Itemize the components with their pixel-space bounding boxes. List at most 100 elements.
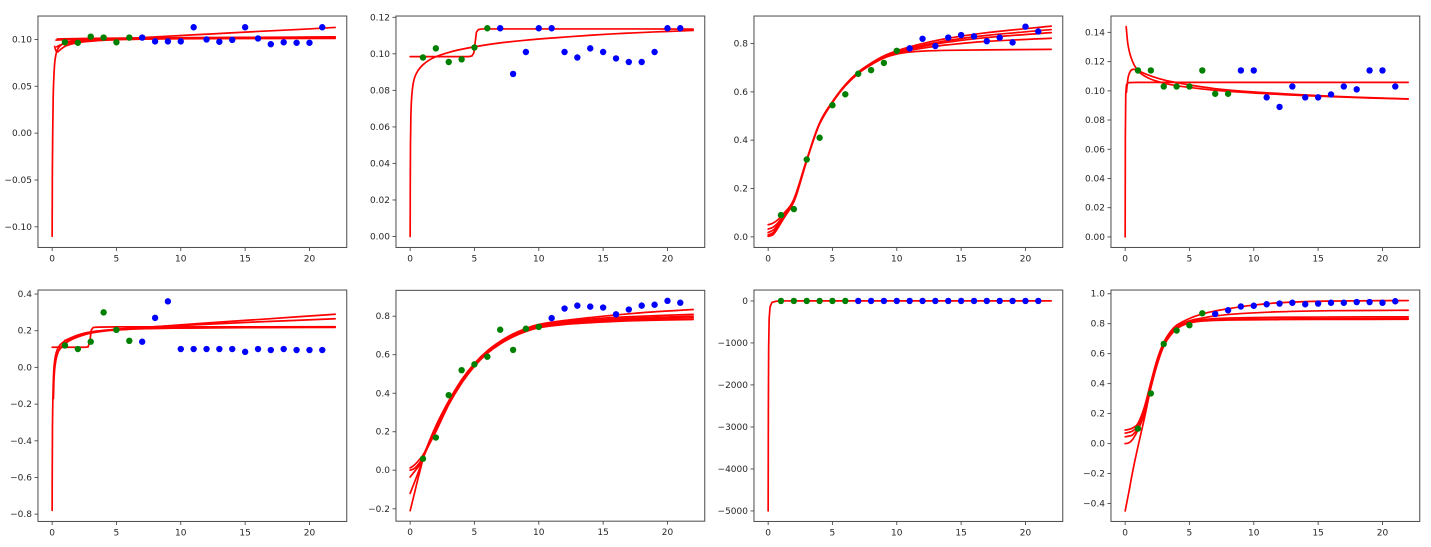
blue-point xyxy=(1237,67,1245,74)
blue-point xyxy=(280,39,287,46)
green-point xyxy=(483,352,491,360)
green-point xyxy=(87,338,94,345)
blue-point xyxy=(509,70,517,78)
y-tick-label: 0.6 xyxy=(375,350,390,360)
red-fit-curve xyxy=(766,48,1052,238)
x-tick-label: 5 xyxy=(1187,254,1193,264)
y-tick-label: −3000 xyxy=(717,422,748,432)
blue-point xyxy=(561,304,568,312)
subplot-5: 0 5 10 15 20 −0.8 −0.6 −0.4 −0.2 0.0 0.2 0.4 xyxy=(10,289,348,538)
y-tick-label: 1.0 xyxy=(1091,289,1106,299)
blue-point xyxy=(1263,94,1271,101)
x-tick-label: 5 xyxy=(114,528,120,538)
green-point xyxy=(1199,67,1206,74)
blue-point xyxy=(241,24,249,31)
y-tick-label: 0.2 xyxy=(18,326,32,336)
green-point xyxy=(1225,90,1232,97)
blue-point xyxy=(664,297,671,304)
blue-point xyxy=(164,38,172,45)
green-point xyxy=(535,323,542,330)
blue-point xyxy=(1250,302,1258,309)
blue-point xyxy=(1353,298,1361,305)
x-tick-label: 15 xyxy=(239,528,250,538)
blue-point xyxy=(1353,86,1361,93)
y-tick-label: 0.02 xyxy=(370,196,390,206)
red-fit-curve xyxy=(51,325,337,511)
x-tick-label: 5 xyxy=(471,254,477,264)
green-point xyxy=(432,433,439,441)
red-fit-curve xyxy=(64,326,337,341)
red-fit-curve xyxy=(1125,25,1410,100)
x-tick-label: 10 xyxy=(533,528,545,538)
x-tick-label: 20 xyxy=(1019,528,1031,538)
blue-point xyxy=(1263,300,1271,307)
y-tick-label: 0.4 xyxy=(18,290,33,300)
blue-point xyxy=(216,38,223,45)
green-point xyxy=(777,211,784,219)
green-point xyxy=(470,360,478,368)
red-fit-curve xyxy=(409,28,694,58)
blue-point xyxy=(535,25,542,32)
subplot-2: 0 5 10 15 20 0.00 0.02 0.04 0.06 0.08 0.10 0.12 xyxy=(370,13,706,264)
y-tick-label: 0.0 xyxy=(733,233,748,243)
blue-point xyxy=(293,39,300,46)
y-tick-label: −0.10 xyxy=(4,223,32,233)
x-tick-label: 5 xyxy=(829,254,835,264)
x-tick-label: 20 xyxy=(1377,528,1389,538)
y-tick-label: 0.2 xyxy=(733,185,747,195)
green-point xyxy=(841,297,849,304)
green-point xyxy=(828,297,836,304)
y-tick-label: 0.4 xyxy=(1091,379,1106,389)
x-tick-label: 20 xyxy=(662,528,674,538)
blue-point xyxy=(1366,67,1374,74)
axes-frame xyxy=(1110,289,1421,522)
red-fit-curve xyxy=(409,314,694,494)
axes-frame xyxy=(37,289,348,522)
blue-point xyxy=(177,38,184,45)
blue-point xyxy=(1392,297,1399,304)
axes-frame xyxy=(1110,15,1421,248)
blue-point xyxy=(573,301,581,309)
x-tick-label: 15 xyxy=(955,254,966,264)
green-point xyxy=(1199,309,1206,316)
green-point xyxy=(1173,83,1181,90)
red-fit-curve xyxy=(766,37,1052,236)
green-point xyxy=(790,297,797,304)
green-point xyxy=(87,33,94,40)
x-tick-label: 0 xyxy=(407,254,413,264)
y-tick-label: −0.8 xyxy=(10,510,32,520)
green-point xyxy=(880,59,887,67)
blue-point xyxy=(1021,297,1029,304)
y-tick-label: −0.4 xyxy=(10,436,32,446)
red-fit-curve xyxy=(56,36,337,40)
blue-point xyxy=(280,345,287,352)
subplot-4: 0 5 10 15 20 0.00 0.02 0.04 0.06 0.08 0.10 0.12 0.14 xyxy=(1085,15,1421,264)
red-fit-curve xyxy=(409,308,694,469)
blue-point xyxy=(599,303,607,311)
blue-point xyxy=(867,297,874,304)
blue-point xyxy=(676,299,684,306)
blue-point xyxy=(918,35,926,42)
blue-point xyxy=(1276,299,1284,307)
x-tick-label: 10 xyxy=(1248,254,1260,264)
green-point xyxy=(1160,340,1168,347)
x-tick-label: 5 xyxy=(829,528,835,538)
blue-point xyxy=(164,297,172,305)
x-tick-label: 20 xyxy=(304,528,316,538)
blue-point xyxy=(664,25,671,32)
green-point xyxy=(74,39,82,46)
red-fit-curve xyxy=(766,28,1052,230)
blue-point xyxy=(1392,83,1399,90)
y-tick-label: −0.2 xyxy=(1083,469,1105,479)
y-tick-label: 0.6 xyxy=(1091,349,1106,359)
green-point xyxy=(74,345,82,352)
green-point xyxy=(458,56,465,63)
blue-point xyxy=(139,338,146,345)
blue-point xyxy=(1008,297,1016,304)
red-fit-curve xyxy=(766,31,1052,234)
blue-point xyxy=(306,346,313,353)
blue-point xyxy=(1315,94,1322,101)
x-tick-label: 10 xyxy=(175,254,187,264)
blue-point xyxy=(177,345,184,352)
green-point xyxy=(113,326,120,333)
